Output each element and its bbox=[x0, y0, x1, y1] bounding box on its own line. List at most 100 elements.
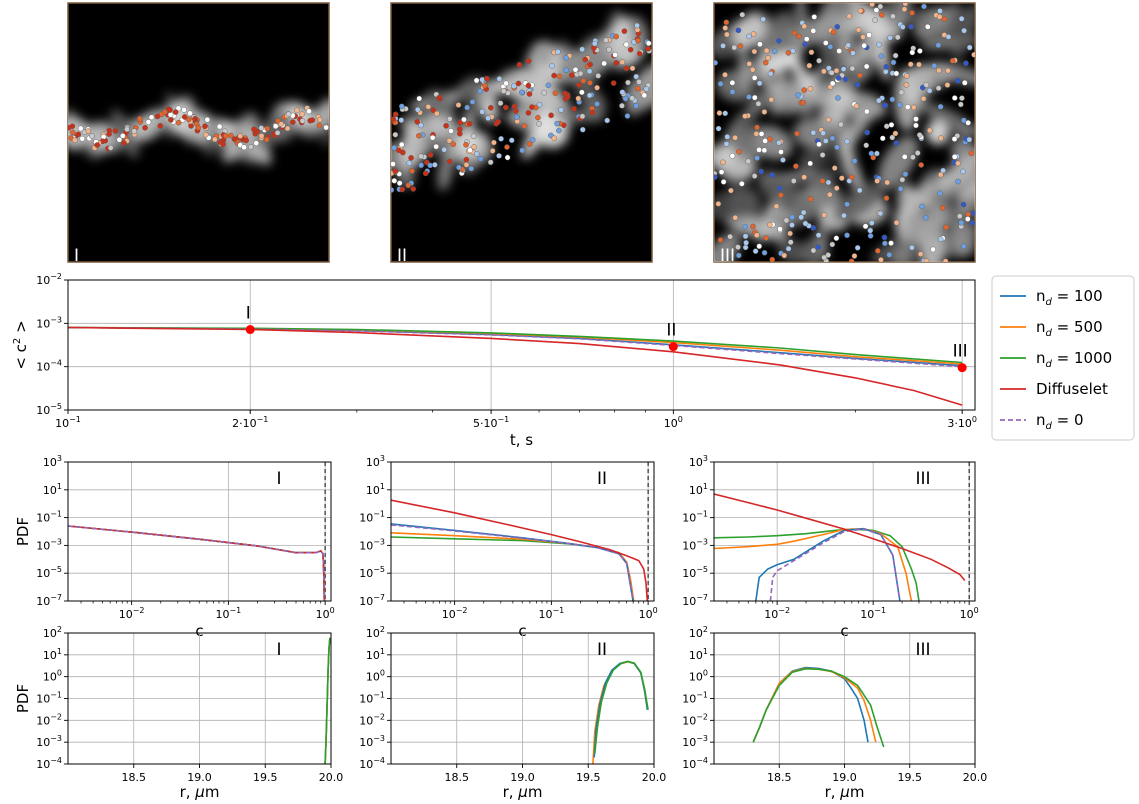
series-line-diff bbox=[68, 326, 963, 406]
tick-label: 19.0 bbox=[510, 771, 535, 784]
x-axis-label: r, μm bbox=[825, 783, 865, 801]
tick-label: 102 bbox=[689, 625, 708, 640]
series-line-nd1000 bbox=[68, 326, 963, 364]
panel-label: III bbox=[915, 469, 930, 489]
tick-label: 102 bbox=[366, 625, 385, 640]
legend: nd = 100 nd = 500 nd = 1000 Diffuselet nd = … bbox=[991, 275, 1135, 441]
radius-pdf-chart: 18.5 19.0 19.5 20.0 10−4 10−3 10−2 10−1 100 101 10… bbox=[359, 625, 666, 801]
tick-label: 2·10−1 bbox=[232, 415, 268, 430]
tick-label: 101 bbox=[43, 647, 62, 662]
tick-label: 10−3 bbox=[36, 734, 62, 749]
legend-entry: nd = 1000 bbox=[1036, 349, 1112, 370]
series-line-nd1000 bbox=[594, 660, 649, 754]
tick-label: 100 bbox=[639, 606, 658, 621]
series-line-nd500 bbox=[752, 667, 877, 743]
tick-label: 19.0 bbox=[832, 771, 857, 784]
concentration-pdf-chart: 10−2 10−1 100 10−7 10−5 10−3 10−1 101 103 Ic PDF bbox=[14, 454, 335, 640]
y-axis-label: < c2 > bbox=[12, 320, 30, 369]
tick-label: 10−3 bbox=[36, 537, 62, 552]
tick-label: 5·10−1 bbox=[473, 415, 509, 430]
tick-label: 20.0 bbox=[319, 771, 344, 784]
series-line-nd1000 bbox=[752, 667, 885, 748]
tick-label: 10−1 bbox=[55, 415, 81, 430]
snapshot-marker bbox=[957, 363, 967, 373]
x-axis-label: t, s bbox=[510, 431, 533, 449]
series-line-nd1000 bbox=[324, 637, 331, 764]
tick-label: 10−7 bbox=[359, 593, 385, 608]
series-line-nd1000 bbox=[714, 528, 920, 601]
tick-label: 10−1 bbox=[215, 606, 241, 621]
tick-label: 18.5 bbox=[122, 771, 147, 784]
series-line-diff bbox=[68, 525, 326, 601]
marker-label: I bbox=[246, 304, 251, 324]
tick-label: 101 bbox=[366, 647, 385, 662]
tick-label: 100 bbox=[664, 415, 683, 430]
tick-label: 18.5 bbox=[767, 771, 792, 784]
series-line-nd100 bbox=[593, 660, 649, 758]
tick-label: 101 bbox=[689, 482, 708, 497]
tick-label: 10−1 bbox=[682, 510, 708, 525]
marker-label: II bbox=[666, 321, 676, 341]
plot-frame bbox=[67, 279, 976, 411]
tick-label: 10−2 bbox=[682, 712, 708, 727]
legend-entry: nd = 100 bbox=[1036, 287, 1103, 308]
tick-label: 100 bbox=[960, 606, 979, 621]
legend-entry: nd = 0 bbox=[1036, 411, 1084, 432]
legend-entry: Diffuselet bbox=[1036, 380, 1108, 398]
series-line-nd1000 bbox=[68, 525, 326, 601]
series-line-nd0 bbox=[769, 528, 901, 601]
tick-label: 10−2 bbox=[764, 606, 790, 621]
marker-label: III bbox=[953, 342, 968, 362]
tick-label: 10−1 bbox=[538, 606, 564, 621]
tick-label: 10−2 bbox=[119, 606, 145, 621]
tick-label: 10−7 bbox=[36, 593, 62, 608]
tick-label: 10−2 bbox=[442, 606, 468, 621]
x-axis-label: r, μm bbox=[180, 783, 220, 801]
tick-label: 19.5 bbox=[898, 771, 923, 784]
series-line-diff bbox=[391, 499, 649, 601]
tick-label: 10−5 bbox=[36, 565, 62, 580]
x-axis-label: r, μm bbox=[503, 783, 543, 801]
tick-label: 10−1 bbox=[682, 691, 708, 706]
legend-box bbox=[991, 275, 1135, 441]
snapshot-marker bbox=[245, 325, 255, 335]
tick-label: 3·100 bbox=[947, 415, 977, 430]
tick-label: 10−3 bbox=[359, 537, 385, 552]
radius-pdf-chart: 18.5 19.0 19.5 20.0 10−4 10−3 10−2 10−1 100 101 10… bbox=[682, 625, 987, 801]
plot-frame bbox=[713, 461, 976, 602]
tick-label: 10−4 bbox=[36, 756, 62, 771]
tick-label: 100 bbox=[316, 606, 335, 621]
tick-label: 102 bbox=[43, 625, 62, 640]
x-axis-label: c bbox=[195, 622, 203, 640]
tick-label: 10−5 bbox=[682, 565, 708, 580]
tick-label: 103 bbox=[366, 454, 385, 469]
tick-label: 10−5 bbox=[36, 402, 62, 417]
concentration-pdf-chart: 10−2 10−1 100 10−7 10−5 10−3 10−1 101 103 II c bbox=[359, 454, 657, 640]
panel-label: II bbox=[597, 640, 607, 660]
tick-label: 10−2 bbox=[36, 272, 62, 287]
tick-label: 10−3 bbox=[359, 734, 385, 749]
tick-label: 19.5 bbox=[576, 771, 601, 784]
y-axis-label: PDF bbox=[14, 684, 32, 713]
panel-label: I bbox=[276, 469, 281, 489]
series-line-nd0 bbox=[68, 525, 326, 601]
tick-label: 100 bbox=[689, 669, 708, 684]
series-line-nd100 bbox=[391, 523, 634, 601]
tick-label: 10−4 bbox=[682, 756, 708, 771]
tick-label: 10−2 bbox=[36, 712, 62, 727]
tick-label: 103 bbox=[43, 454, 62, 469]
radius-pdf-chart: 18.5 19.0 19.5 20.0 10−4 10−3 10−2 10−1 100 101 10… bbox=[14, 625, 343, 801]
tick-label: 19.0 bbox=[187, 771, 212, 784]
panel-label: I bbox=[276, 640, 281, 660]
tick-label: 20.0 bbox=[642, 771, 667, 784]
tick-label: 10−1 bbox=[359, 691, 385, 706]
tick-label: 10−3 bbox=[36, 315, 62, 330]
tick-label: 10−5 bbox=[359, 565, 385, 580]
x-axis-label: c bbox=[518, 622, 526, 640]
snapshot-panel: II bbox=[390, 2, 653, 266]
series-line-nd100 bbox=[68, 525, 326, 601]
tick-label: 10−4 bbox=[36, 359, 62, 374]
tick-label: 10−7 bbox=[682, 593, 708, 608]
y-axis-label: PDF bbox=[14, 517, 32, 546]
